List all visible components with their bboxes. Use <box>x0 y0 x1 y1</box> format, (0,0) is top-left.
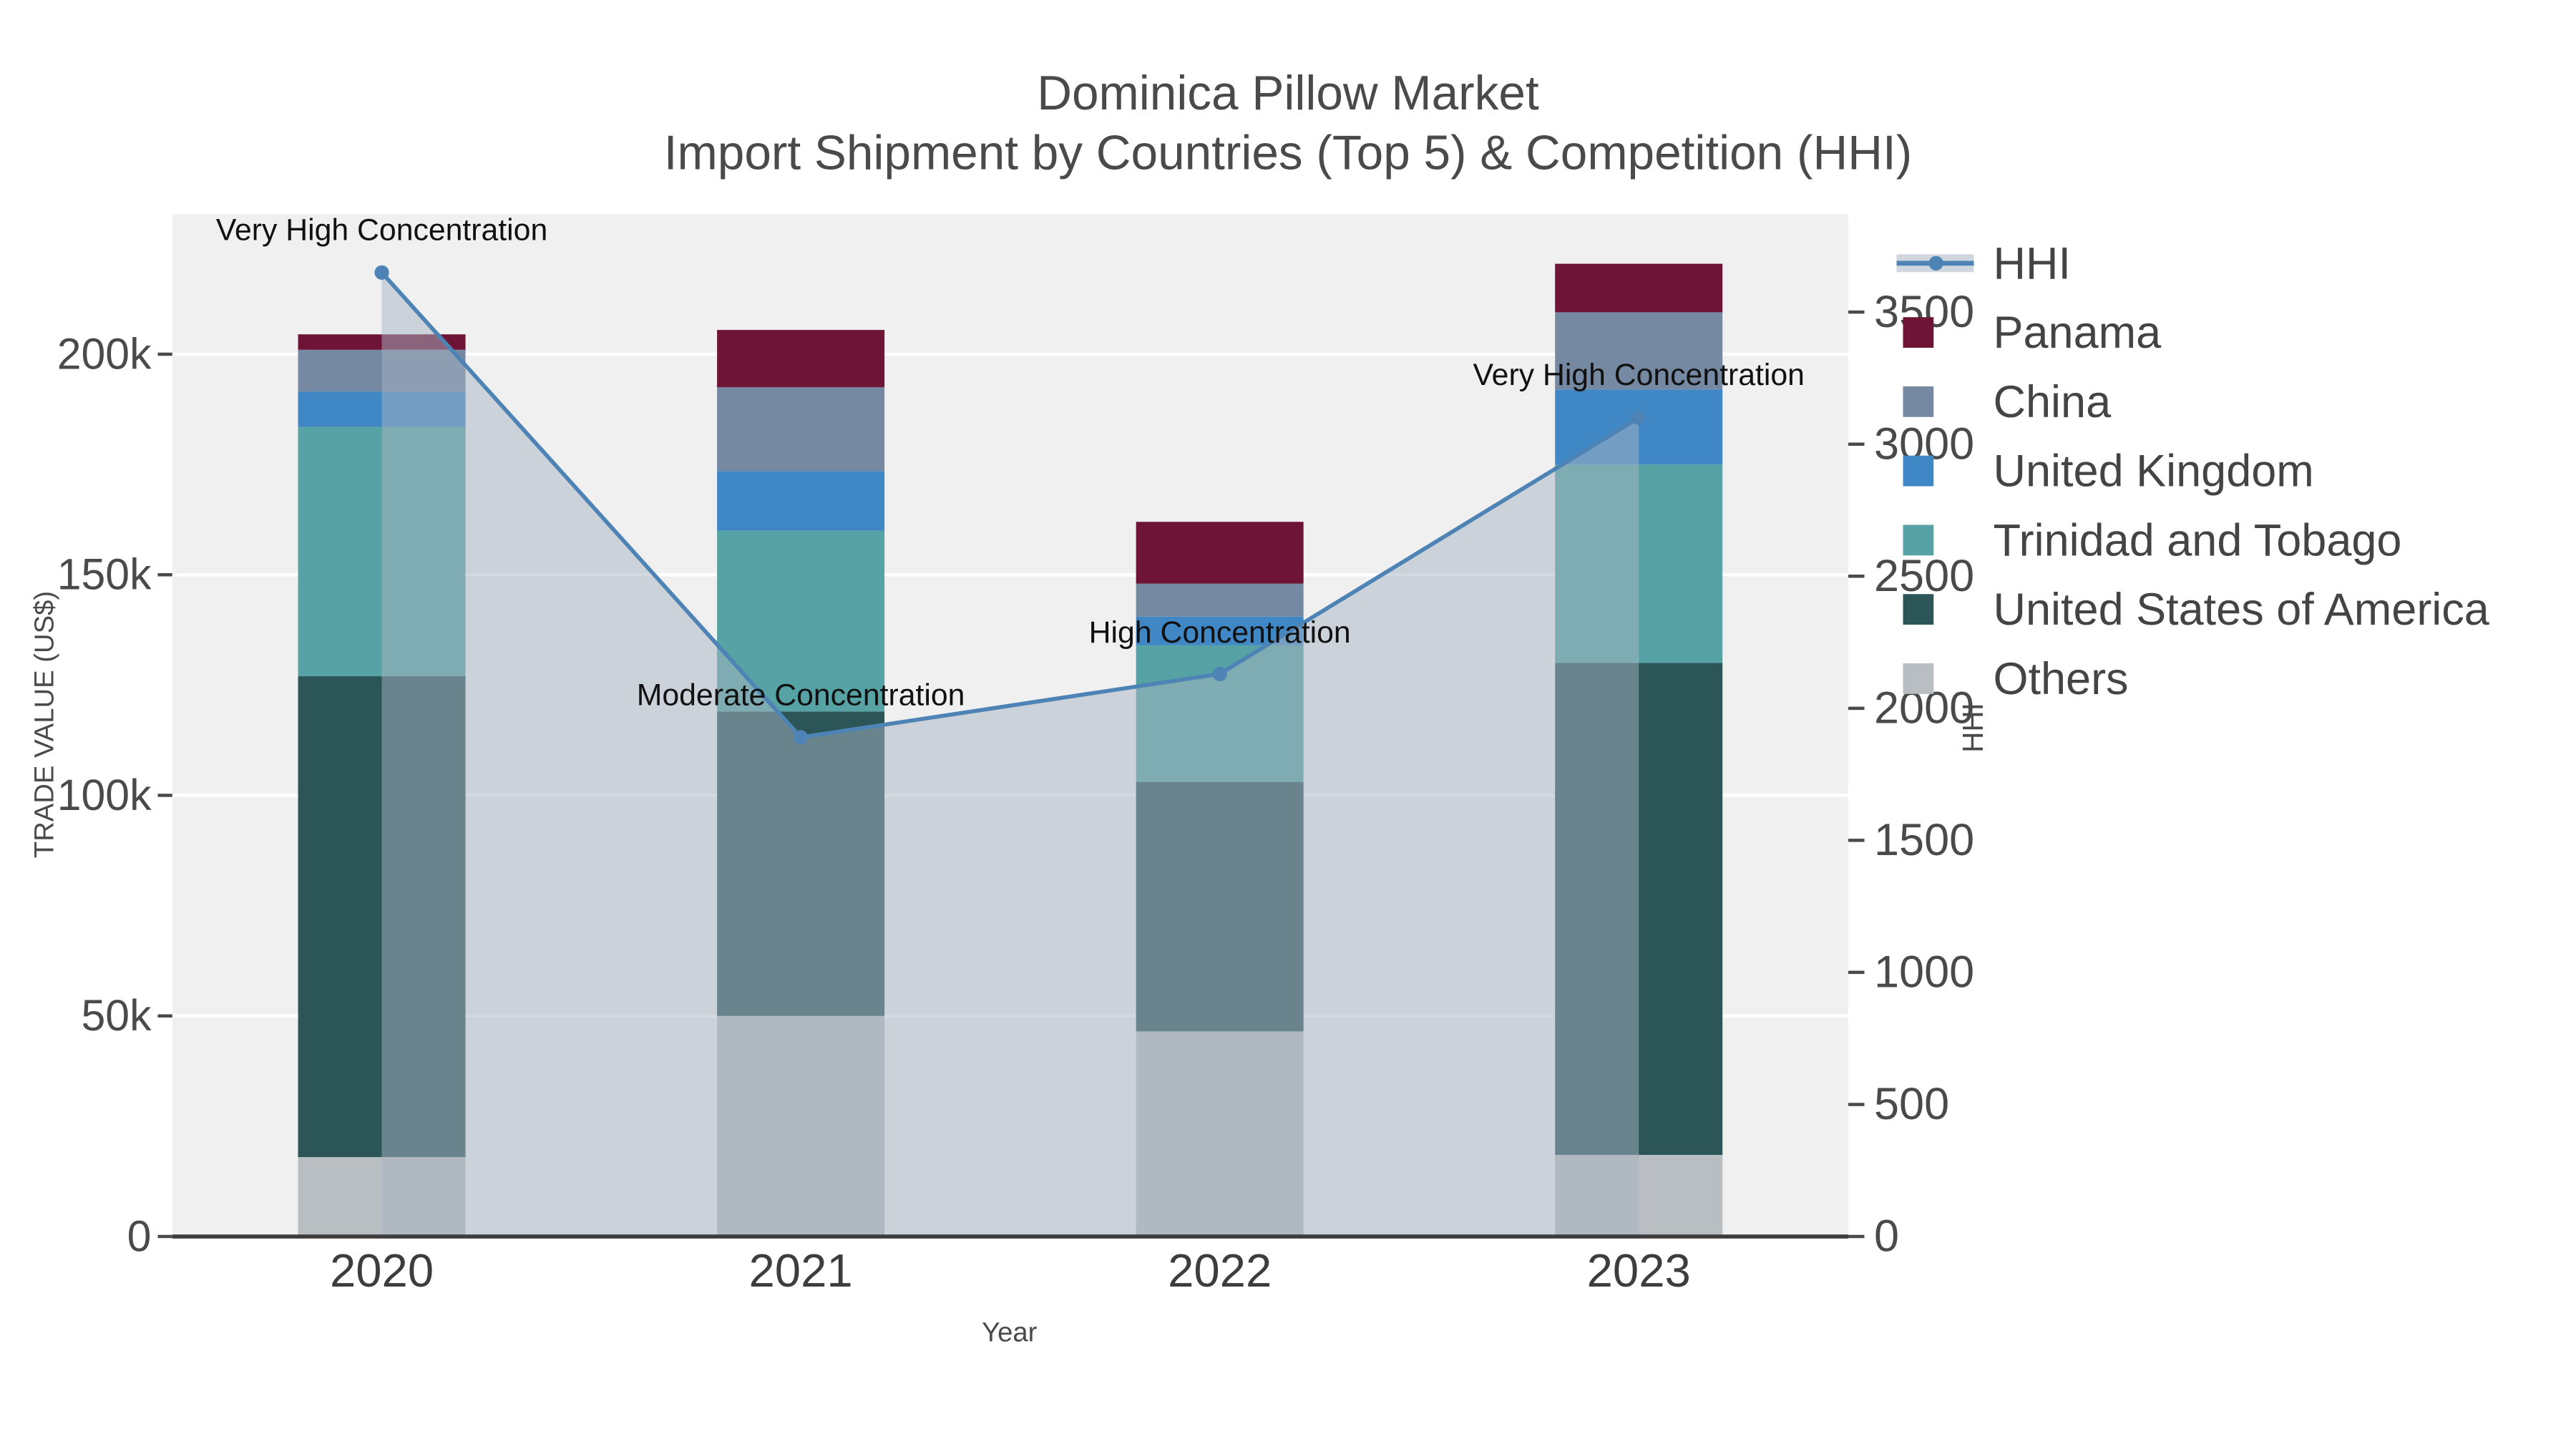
bar-segment-china-2021[interactable] <box>717 387 885 472</box>
legend-color-swatch-icon <box>1897 298 1974 367</box>
legend-label-hhi: HHI <box>1993 237 2072 288</box>
bar-segment-china-2022[interactable] <box>1136 583 1304 617</box>
y-right-tick-label: 2500 <box>1874 550 1975 601</box>
bar-segment-panama-2023[interactable] <box>1555 263 1723 313</box>
legend-label-china: China <box>1993 376 2112 426</box>
annotation-2020: Very High Concentration <box>215 214 548 249</box>
legend-item-china[interactable]: China <box>1897 367 2489 436</box>
y-left-tick-label: 0 <box>127 1212 152 1261</box>
hhi-marker-2021[interactable] <box>793 730 809 745</box>
y-left-tick-label: 50k <box>81 991 152 1040</box>
legend-line-icon <box>1896 229 1974 298</box>
legend-color-swatch-icon <box>1897 367 1974 436</box>
y-left-tick-label: 100k <box>57 771 152 820</box>
x-tick-label-2022: 2022 <box>1168 1246 1272 1298</box>
legend-swatch-trinidad-and-tobago <box>1903 525 1934 556</box>
legend-item-panama[interactable]: Panama <box>1897 298 2489 367</box>
x-tick-label-2020: 2020 <box>329 1246 434 1298</box>
y-left-tick-label: 150k <box>57 550 152 599</box>
legend-item-trinidad-and-tobago[interactable]: Trinidad and Tobago <box>1897 506 2489 575</box>
x-axis-title: Year <box>982 1317 1038 1348</box>
hhi-line <box>380 270 1640 740</box>
legend-item-others[interactable]: Others <box>1897 644 2489 713</box>
legend-label-panama: Panama <box>1993 306 2162 357</box>
hhi-marker-2022[interactable] <box>1212 666 1227 681</box>
y-right-tick-label: 1500 <box>1874 814 1975 865</box>
legend-label-trinidad-and-tobago: Trinidad and Tobago <box>1993 514 2402 565</box>
y-right-tick-label: 500 <box>1874 1078 1950 1129</box>
legend-label-united-kingdom: United Kingdom <box>1993 445 2314 495</box>
hhi-marker-2023[interactable] <box>1631 410 1646 425</box>
legend-swatch-panama <box>1903 317 1934 348</box>
legend-item-hhi[interactable]: HHI <box>1896 229 2489 298</box>
x-tick-label-2023: 2023 <box>1586 1246 1691 1298</box>
bar-segment-panama-2021[interactable] <box>717 330 885 388</box>
y-axis-left-title: TRADE VALUE (US$) <box>29 590 60 859</box>
legend-item-united-kingdom[interactable]: United Kingdom <box>1897 436 2489 506</box>
y-right-tick-label: 1000 <box>1874 946 1975 997</box>
annotation-2021: Moderate Concentration <box>636 679 965 713</box>
legend-item-united-states-of-america[interactable]: United States of America <box>1897 575 2489 644</box>
legend-color-swatch-icon <box>1897 506 1974 575</box>
bar-segment-united-kingdom-2021[interactable] <box>717 471 885 531</box>
legend-color-swatch-icon <box>1897 644 1974 713</box>
chart-title-line1: Dominica Pillow Market <box>1037 67 1539 121</box>
legend: HHI Panama China United Kingdom Trinidad and… <box>1896 229 2489 713</box>
hhi-marker-2020[interactable] <box>374 265 389 280</box>
y-right-tick-label: 0 <box>1874 1211 1900 1261</box>
legend-swatch-united-states-of-america <box>1903 594 1934 625</box>
hhi-area-fill <box>381 272 1639 1236</box>
legend-swatch-china <box>1903 386 1934 417</box>
legend-marker-dot <box>1928 255 1943 270</box>
annotation-2022: High Concentration <box>1088 615 1351 650</box>
annotation-2023: Very High Concentration <box>1473 359 1805 394</box>
legend-swatch-united-kingdom <box>1903 455 1934 487</box>
legend-swatch-others <box>1903 663 1934 694</box>
chart-title: Dominica Pillow Market Import Shipment b… <box>664 64 1912 184</box>
y-left-tick-label: 200k <box>57 330 152 379</box>
x-tick-label-2021: 2021 <box>748 1246 853 1298</box>
chart-title-line2: Import Shipment by Countries (Top 5) & C… <box>663 127 1913 180</box>
legend-label-united-states-of-america: United States of America <box>1993 583 2489 634</box>
bar-segment-china-2023[interactable] <box>1555 312 1723 390</box>
legend-color-swatch-icon <box>1897 575 1974 644</box>
legend-label-others: Others <box>1993 653 2129 703</box>
legend-color-swatch-icon <box>1897 436 1974 506</box>
bar-segment-panama-2022[interactable] <box>1136 522 1304 584</box>
